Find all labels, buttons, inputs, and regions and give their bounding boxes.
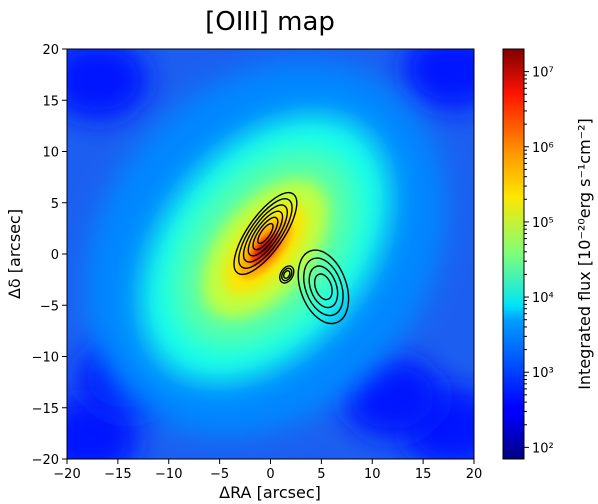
y-tick-label: −15	[32, 402, 59, 417]
x-tick-label: −15	[104, 467, 131, 482]
chart-title: [OIII] map	[205, 7, 335, 37]
heatmap-low-region	[402, 49, 474, 111]
x-axis: −20 −15 −10 −5 0 5 10 15 20	[53, 459, 482, 482]
colorbar: 10² 10³ 10⁴ 10⁵ 10⁶ 10⁷	[502, 48, 554, 460]
y-tick-label: 20	[42, 43, 59, 58]
x-tick-label: 20	[466, 467, 483, 482]
contour-line	[242, 204, 288, 263]
contour-line	[281, 267, 293, 282]
y-tick-label: −5	[40, 299, 59, 314]
colorbar-tick-label: 10⁶	[532, 141, 554, 156]
contour-line	[308, 265, 339, 309]
contour-line	[279, 265, 295, 284]
x-tick-label: −10	[155, 467, 182, 482]
contour-line	[233, 191, 298, 276]
x-tick-label: 15	[415, 467, 432, 482]
y-tick-label: 5	[51, 197, 59, 212]
y-tick-label: 0	[51, 248, 59, 263]
contour-line	[252, 216, 279, 251]
colorbar-gradient	[502, 48, 525, 460]
contour-overlay	[233, 191, 350, 325]
y-axis-label: Δδ [arcsec]	[5, 209, 24, 299]
y-axis: −20 −15 −10 −5 0 5 10 15 20	[32, 43, 67, 468]
x-tick-label: 10	[364, 467, 381, 482]
contour-line	[313, 273, 333, 301]
y-tick-label: −10	[32, 351, 59, 366]
contour-line	[282, 270, 291, 279]
contour-line	[238, 198, 293, 269]
contour-line	[303, 257, 344, 317]
x-tick-label: −5	[210, 467, 229, 482]
colorbar-tick-label: 10⁵	[532, 216, 554, 231]
contour-line	[257, 222, 274, 245]
x-tick-label: 0	[266, 467, 274, 482]
colorbar-tick-label: 10³	[532, 366, 554, 381]
contour-line	[297, 249, 350, 325]
x-axis-label: ΔRA [arcsec]	[219, 483, 321, 502]
x-tick-label: 5	[317, 467, 325, 482]
colorbar-label: Integrated flux [10⁻²⁰erg s⁻¹cm⁻²]	[575, 118, 594, 390]
contour-line	[247, 210, 284, 257]
colorbar-tick-label: 10⁷	[532, 66, 554, 81]
colorbar-tick-label: 10²	[532, 441, 554, 456]
y-tick-label: −20	[32, 453, 59, 468]
colorbar-tick-label: 10⁴	[532, 291, 554, 306]
x-tick-label: −20	[53, 467, 80, 482]
y-tick-label: 15	[42, 94, 59, 109]
y-tick-label: 10	[42, 146, 59, 161]
heatmap-low-region	[67, 49, 149, 121]
